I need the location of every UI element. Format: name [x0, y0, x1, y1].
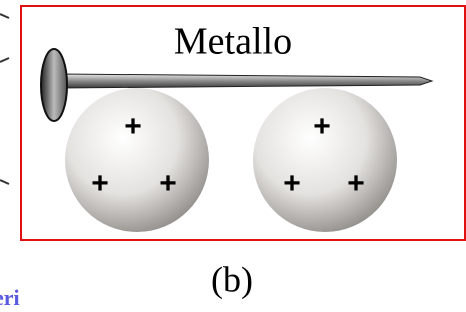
- edge-mark: [0, 58, 9, 62]
- charge: +: [91, 167, 109, 200]
- material-label: Metallo: [174, 21, 292, 63]
- edge-mark: [0, 180, 9, 184]
- charge: +: [313, 110, 331, 143]
- edge-mark: [0, 14, 9, 18]
- nail-head: [41, 49, 67, 121]
- nail-shaft: [60, 74, 432, 88]
- page: Metallo + + + + + + (b) eri (() => { con…: [0, 0, 466, 312]
- charge: +: [159, 167, 177, 200]
- charge: +: [124, 110, 142, 143]
- caption: (b): [211, 259, 253, 299]
- diagram: Metallo + + + + + + (b) eri: [0, 0, 466, 312]
- charge: +: [283, 167, 301, 200]
- text-fragment: eri: [0, 285, 20, 310]
- charge: +: [347, 167, 365, 200]
